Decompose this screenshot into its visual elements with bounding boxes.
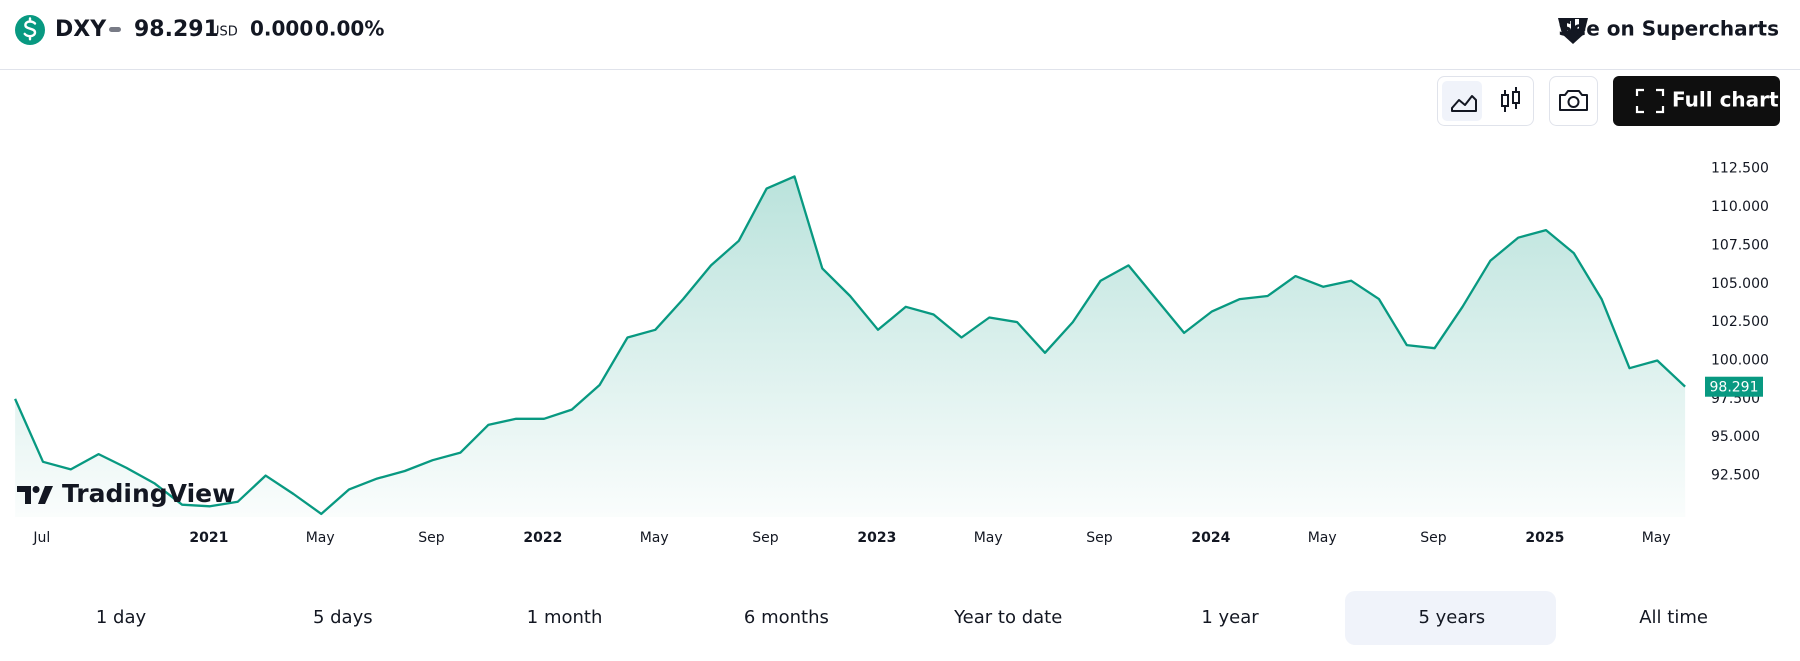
range-button[interactable]: Year to date xyxy=(953,607,1062,628)
y-tick-label: 92.500 xyxy=(1711,468,1760,484)
icon-candle xyxy=(1575,19,1579,29)
status-dash xyxy=(109,27,121,32)
y-tick-label: 100.000 xyxy=(1711,352,1769,368)
range-button[interactable]: 5 days xyxy=(313,607,373,628)
range-button[interactable]: All time xyxy=(1639,607,1708,628)
x-tick-label: 2024 xyxy=(1191,530,1230,546)
change: 0.000 xyxy=(250,17,313,41)
symbol-icon xyxy=(15,15,45,45)
active-range-bg xyxy=(1345,591,1556,645)
x-tick-label: May xyxy=(1642,530,1671,546)
y-tick-label: 112.500 xyxy=(1711,161,1769,177)
camera-icon xyxy=(1559,90,1588,111)
icon-candle xyxy=(1567,21,1571,31)
y-tick-label: 105.000 xyxy=(1711,276,1769,292)
y-tick-label: 95.000 xyxy=(1711,429,1760,445)
area-icon xyxy=(1451,95,1477,112)
supercharts-icon xyxy=(1558,18,1588,44)
x-tick-label: Sep xyxy=(418,530,445,546)
full-chart-bg xyxy=(1613,76,1780,126)
snapshot-button[interactable] xyxy=(1549,76,1598,126)
x-tick-label: Sep xyxy=(1420,530,1447,546)
x-tick-label: Jul xyxy=(32,530,50,546)
watermark-text: TradingView xyxy=(62,479,235,508)
header: DXY 98.291 USD 0.000 0.00% See on Superc… xyxy=(0,15,1800,70)
area xyxy=(15,176,1686,517)
x-tick-label: May xyxy=(640,530,669,546)
candle-style-button[interactable] xyxy=(1501,87,1520,112)
logo-mark xyxy=(17,486,53,504)
camera-lens xyxy=(1567,96,1580,108)
supercharts-text: See on Supercharts xyxy=(1558,17,1779,41)
candle-body xyxy=(1501,94,1509,107)
price: 98.291 xyxy=(134,17,219,42)
y-tick-label: 107.500 xyxy=(1711,237,1769,253)
supercharts-link[interactable]: See on Supercharts xyxy=(1558,17,1779,45)
x-tick-label: May xyxy=(1308,530,1337,546)
range-button[interactable]: 5 years xyxy=(1418,607,1485,628)
change-percent: 0.00% xyxy=(315,17,384,41)
range-button[interactable]: 1 month xyxy=(527,607,603,628)
price-line xyxy=(14,175,1686,516)
y-tick-label: 102.500 xyxy=(1711,314,1769,330)
x-tick-label: May xyxy=(306,530,335,546)
fullscreen-icon xyxy=(1635,88,1665,114)
y-tick-label: 110.000 xyxy=(1711,199,1769,215)
range-button[interactable]: 1 day xyxy=(96,607,147,628)
x-tick-label: Sep xyxy=(1086,530,1113,546)
x-tick-label: 2021 xyxy=(189,530,228,546)
x-tick-label: 2023 xyxy=(857,530,896,546)
x-tick-label: Sep xyxy=(752,530,779,546)
plot: 92.50095.00097.500100.000102.500105.0001… xyxy=(14,161,1769,546)
x-tick-label: 2022 xyxy=(523,530,562,546)
toolbar: Full chart xyxy=(1437,76,1780,126)
last-price-box xyxy=(1705,376,1763,397)
watermark: TradingView xyxy=(17,479,235,508)
candle-body xyxy=(1512,91,1520,104)
full-chart-text: Full chart xyxy=(1672,88,1779,112)
symbol: DXY xyxy=(55,17,107,42)
range-bar: 1 day 5 days 1 month 6 months Year to date 1 … xyxy=(96,607,1708,628)
dollar-glyph xyxy=(23,17,37,41)
last-price-label: 98.291 xyxy=(1710,380,1759,396)
x-tick-label: May xyxy=(974,530,1003,546)
range-button[interactable]: 6 months xyxy=(744,607,829,628)
range-button[interactable]: 1 year xyxy=(1201,607,1259,628)
currency: USD xyxy=(210,25,238,40)
x-tick-label: 2025 xyxy=(1525,530,1564,546)
full-chart-button[interactable]: Full chart xyxy=(1613,76,1780,126)
